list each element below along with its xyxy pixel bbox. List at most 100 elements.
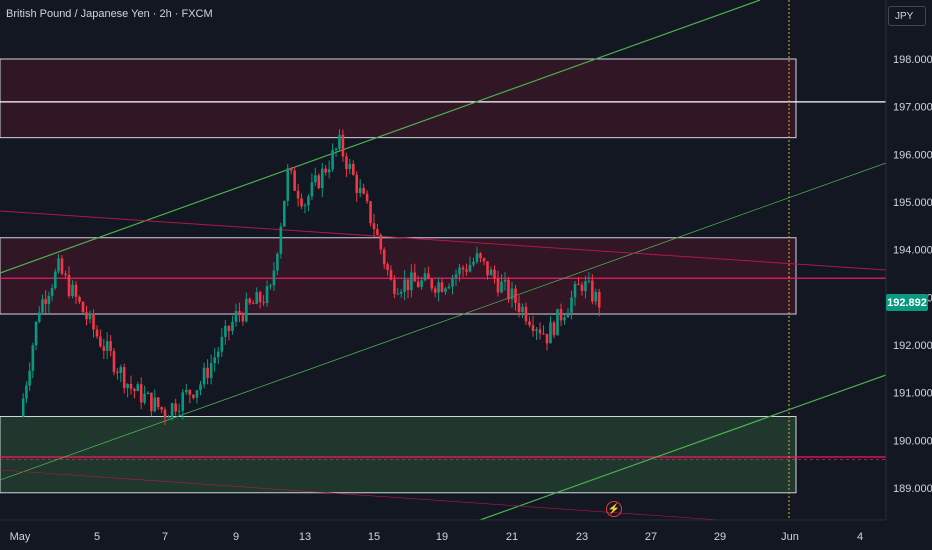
candle-body xyxy=(37,312,41,322)
candle-body xyxy=(116,371,119,374)
y-tick-label: 191.000 xyxy=(893,388,932,400)
candle-body xyxy=(320,168,324,188)
candle-body xyxy=(376,229,379,235)
candle-body xyxy=(122,367,126,388)
candle-body xyxy=(133,388,136,391)
y-tick-label: 194.000 xyxy=(893,245,932,257)
last-price-label: 192.892 xyxy=(886,294,928,311)
candle-body xyxy=(129,383,133,389)
y-tick-label: 195.000 xyxy=(893,197,932,209)
candle-body xyxy=(591,280,594,302)
candle-body xyxy=(503,279,507,282)
candle-body xyxy=(440,282,444,292)
candle-body xyxy=(44,299,47,304)
candle-body xyxy=(472,261,475,265)
candle-body xyxy=(195,390,199,398)
candle-body xyxy=(265,286,269,304)
x-tick-label: 5 xyxy=(94,531,100,543)
candle-body xyxy=(34,321,38,346)
candle-body xyxy=(258,292,262,303)
candle-body xyxy=(160,407,163,410)
candle-body xyxy=(458,267,461,275)
candle-body xyxy=(67,275,71,296)
candle-body xyxy=(209,363,213,378)
candle-body xyxy=(507,279,510,300)
candle-body xyxy=(468,264,472,272)
candle-body xyxy=(334,148,338,151)
candle-body xyxy=(310,182,314,197)
candle-body xyxy=(451,277,454,287)
currency-button[interactable]: JPY xyxy=(888,6,926,26)
resistance-lower-line xyxy=(0,469,721,521)
candle-body xyxy=(475,253,479,262)
candle-body xyxy=(167,416,170,418)
candle-body xyxy=(78,296,81,302)
candle-body xyxy=(410,272,413,291)
candle-body xyxy=(556,309,559,336)
candle-body xyxy=(50,288,54,296)
y-tick-label: 190.000 xyxy=(893,435,932,447)
candle-body xyxy=(461,267,465,270)
candle-body xyxy=(479,253,482,259)
candle-body xyxy=(331,150,334,170)
candle-body xyxy=(379,234,383,250)
candle-body xyxy=(482,258,486,262)
candle-body xyxy=(465,269,468,272)
candle-body xyxy=(573,283,577,298)
candle-body xyxy=(514,288,517,303)
candle-body xyxy=(594,291,598,302)
candle-body xyxy=(245,298,248,322)
x-tick-label: 7 xyxy=(162,531,168,543)
candle-body xyxy=(427,273,430,280)
candle-body xyxy=(47,295,51,304)
candle-body xyxy=(538,329,542,334)
candle-body xyxy=(57,258,60,272)
lightning-bolt-icon[interactable]: ⚡ xyxy=(606,501,622,517)
candle-body xyxy=(545,333,549,344)
candle-body xyxy=(570,297,573,313)
candle-body xyxy=(150,392,153,412)
candle-body xyxy=(413,272,417,282)
candle-body xyxy=(587,280,591,282)
candle-body xyxy=(531,325,535,331)
y-tick-label: 189.000 xyxy=(893,483,932,495)
candle-body xyxy=(358,187,362,194)
x-tick-label: 19 xyxy=(436,531,448,543)
demand-zone xyxy=(0,416,797,494)
x-tick-label: May xyxy=(10,531,31,543)
candle-body xyxy=(552,322,556,336)
candle-body xyxy=(369,201,372,224)
x-tick-label: 15 xyxy=(368,531,380,543)
y-axis: 198.000197.000196.000195.000194.000193.0… xyxy=(885,0,932,550)
candle-body xyxy=(489,269,493,276)
candle-body xyxy=(181,392,185,411)
candle-body xyxy=(53,271,57,289)
candle-body xyxy=(105,341,109,351)
candle-body xyxy=(279,226,283,254)
candle-body xyxy=(433,288,437,293)
candle-body xyxy=(272,270,276,286)
candle-body xyxy=(584,281,587,291)
candle-body xyxy=(185,389,188,393)
candle-body xyxy=(60,258,64,274)
y-tick-label: 197.000 xyxy=(893,102,932,114)
candle-body xyxy=(362,187,365,194)
x-tick-label: 27 xyxy=(645,531,657,543)
candle-body xyxy=(549,322,552,344)
candle-body xyxy=(300,198,303,207)
candle-body xyxy=(423,273,427,281)
channel-mid-line xyxy=(0,162,887,481)
candle-body xyxy=(496,278,500,293)
candle-body xyxy=(216,351,220,358)
candle-body xyxy=(74,284,78,297)
x-tick-label: 29 xyxy=(714,531,726,543)
candle-body xyxy=(372,223,376,230)
candle-body xyxy=(289,168,293,171)
candle-body xyxy=(234,311,238,322)
candle-body xyxy=(202,367,206,385)
candle-body xyxy=(437,282,440,293)
candle-body xyxy=(317,175,321,188)
candle-body xyxy=(139,384,143,403)
candle-body xyxy=(580,284,584,291)
